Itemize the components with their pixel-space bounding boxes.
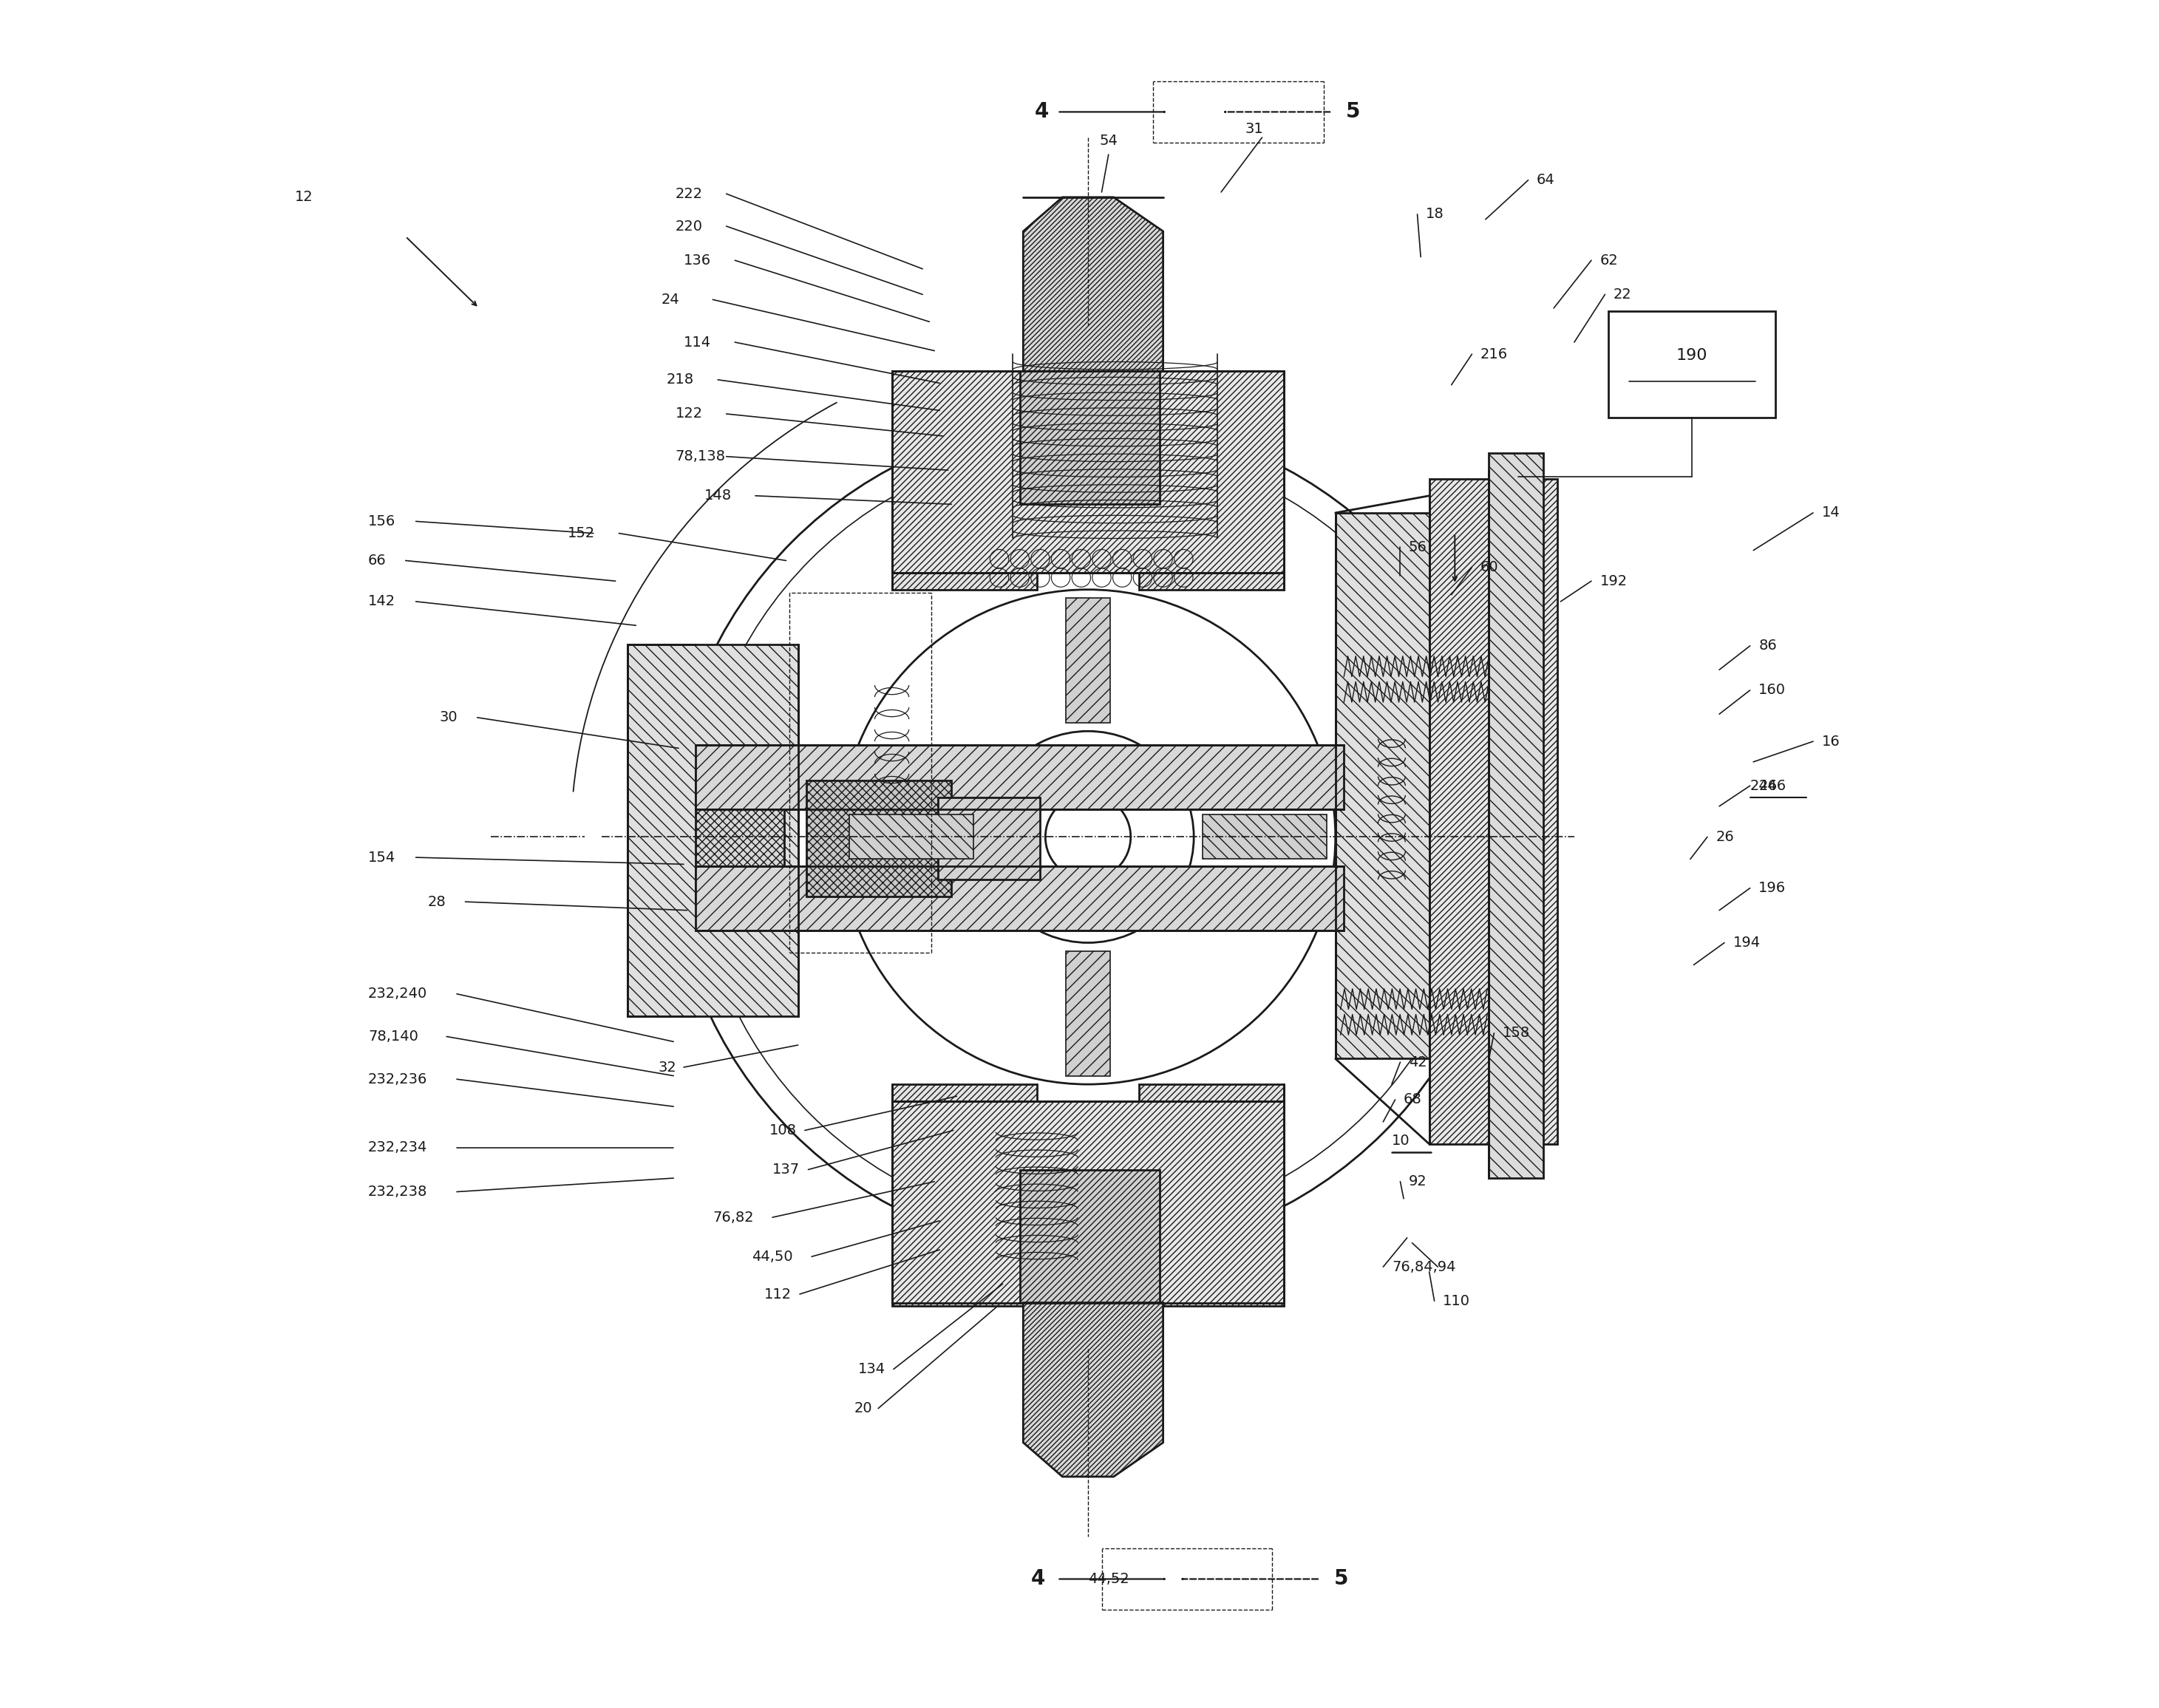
Bar <box>1429 478 1557 1144</box>
Bar <box>1019 1170 1159 1303</box>
Text: 4: 4 <box>1032 1568 1045 1590</box>
Bar <box>848 815 974 859</box>
Text: 66: 66 <box>367 553 386 567</box>
Text: 78,140: 78,140 <box>367 1030 419 1044</box>
Text: 24: 24 <box>661 292 680 307</box>
Text: 137: 137 <box>773 1163 799 1177</box>
Text: 232,236: 232,236 <box>367 1073 427 1086</box>
Text: 86: 86 <box>1760 639 1777 652</box>
Text: 216: 216 <box>1481 347 1507 360</box>
Text: 64: 64 <box>1537 173 1554 188</box>
Text: 76,82: 76,82 <box>712 1211 753 1225</box>
Text: 4: 4 <box>1034 101 1049 123</box>
Text: 134: 134 <box>857 1363 885 1377</box>
Text: 246: 246 <box>1760 779 1785 793</box>
Text: 32: 32 <box>658 1061 676 1074</box>
Text: 246: 246 <box>1751 779 1777 793</box>
Text: 16: 16 <box>1822 734 1839 748</box>
Text: 10: 10 <box>1393 1134 1410 1148</box>
Text: 92: 92 <box>1410 1175 1427 1189</box>
Text: 14: 14 <box>1822 506 1839 519</box>
Text: 152: 152 <box>568 526 596 540</box>
Text: 44,52: 44,52 <box>1088 1571 1129 1587</box>
Text: 232,234: 232,234 <box>367 1141 427 1155</box>
Text: 28: 28 <box>427 895 447 909</box>
Text: 114: 114 <box>684 335 710 348</box>
Text: 31: 31 <box>1246 121 1263 137</box>
Bar <box>1490 453 1544 1179</box>
Text: 112: 112 <box>764 1288 792 1301</box>
Text: 76,84,94: 76,84,94 <box>1393 1261 1455 1274</box>
Text: 20: 20 <box>855 1401 872 1416</box>
Bar <box>695 745 1343 810</box>
Bar <box>892 371 1285 572</box>
Text: 192: 192 <box>1600 574 1628 588</box>
Text: 18: 18 <box>1425 207 1444 222</box>
Bar <box>1203 815 1328 859</box>
Text: 160: 160 <box>1760 683 1785 697</box>
Text: 154: 154 <box>367 851 395 864</box>
Text: 190: 190 <box>1675 348 1708 364</box>
Text: 12: 12 <box>296 190 313 205</box>
Bar <box>807 781 952 897</box>
Text: 148: 148 <box>704 488 732 502</box>
Text: 196: 196 <box>1760 881 1785 895</box>
Bar <box>1608 311 1775 417</box>
Text: 156: 156 <box>367 514 395 528</box>
Text: 220: 220 <box>676 219 702 234</box>
Polygon shape <box>1140 1085 1285 1102</box>
Text: 142: 142 <box>367 594 395 608</box>
Text: 22: 22 <box>1613 287 1632 302</box>
Polygon shape <box>1023 196 1164 371</box>
Bar <box>1067 598 1110 722</box>
Bar <box>1067 951 1110 1076</box>
Bar <box>1336 512 1531 1059</box>
Text: 108: 108 <box>769 1124 797 1138</box>
Bar <box>628 644 799 1016</box>
Text: 62: 62 <box>1600 253 1617 268</box>
Bar <box>892 1102 1285 1307</box>
Text: 26: 26 <box>1716 830 1734 844</box>
Polygon shape <box>892 572 1036 589</box>
Text: 5: 5 <box>1345 101 1360 123</box>
Text: 44,50: 44,50 <box>751 1250 792 1264</box>
Bar <box>695 866 1343 931</box>
Polygon shape <box>1140 572 1285 589</box>
Text: 56: 56 <box>1410 540 1427 553</box>
Text: 5: 5 <box>1334 1568 1347 1590</box>
Text: 136: 136 <box>684 253 710 268</box>
Polygon shape <box>892 1085 1036 1102</box>
Text: 222: 222 <box>676 186 702 202</box>
Text: 68: 68 <box>1403 1093 1423 1107</box>
Bar <box>1019 371 1159 504</box>
Text: 42: 42 <box>1410 1056 1427 1069</box>
Text: 232,238: 232,238 <box>367 1185 427 1199</box>
Text: 30: 30 <box>440 711 458 724</box>
Bar <box>695 769 784 902</box>
Text: 78,138: 78,138 <box>676 449 725 463</box>
Polygon shape <box>1023 1303 1164 1477</box>
Text: 54: 54 <box>1099 133 1118 149</box>
Text: 218: 218 <box>667 372 693 386</box>
Text: 232,240: 232,240 <box>367 987 427 1001</box>
Text: 194: 194 <box>1734 936 1760 950</box>
Text: 122: 122 <box>676 407 702 420</box>
Bar <box>937 798 1041 880</box>
Text: 60: 60 <box>1481 560 1498 574</box>
Text: 110: 110 <box>1442 1295 1470 1308</box>
Text: 158: 158 <box>1503 1027 1531 1040</box>
